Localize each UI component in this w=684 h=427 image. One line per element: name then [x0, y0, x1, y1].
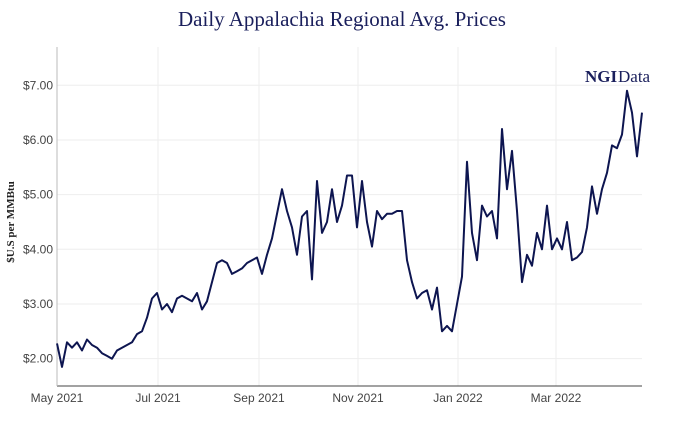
y-tick-label: $3.00 — [23, 297, 53, 311]
x-tick-label: Mar 2022 — [531, 391, 582, 405]
price-line — [56, 89, 643, 368]
x-tick-label: May 2021 — [31, 391, 84, 405]
x-tick-label: Sep 2021 — [233, 391, 285, 405]
y-axis-label: $U.S per MMBtu — [5, 181, 17, 262]
x-tick-label: Nov 2021 — [332, 391, 384, 405]
y-tick-label: $6.00 — [23, 133, 53, 147]
logo: NGI — [585, 67, 618, 86]
chart-title: Daily Appalachia Regional Avg. Prices — [178, 7, 506, 31]
logo: Data — [618, 67, 651, 86]
y-tick-label: $7.00 — [23, 78, 53, 92]
y-tick-label: $4.00 — [23, 242, 53, 256]
x-tick-label: Jan 2022 — [433, 391, 483, 405]
y-tick-label: $5.00 — [23, 188, 53, 202]
x-tick-label: Jul 2021 — [135, 391, 181, 405]
y-tick-label: $2.00 — [23, 352, 53, 366]
